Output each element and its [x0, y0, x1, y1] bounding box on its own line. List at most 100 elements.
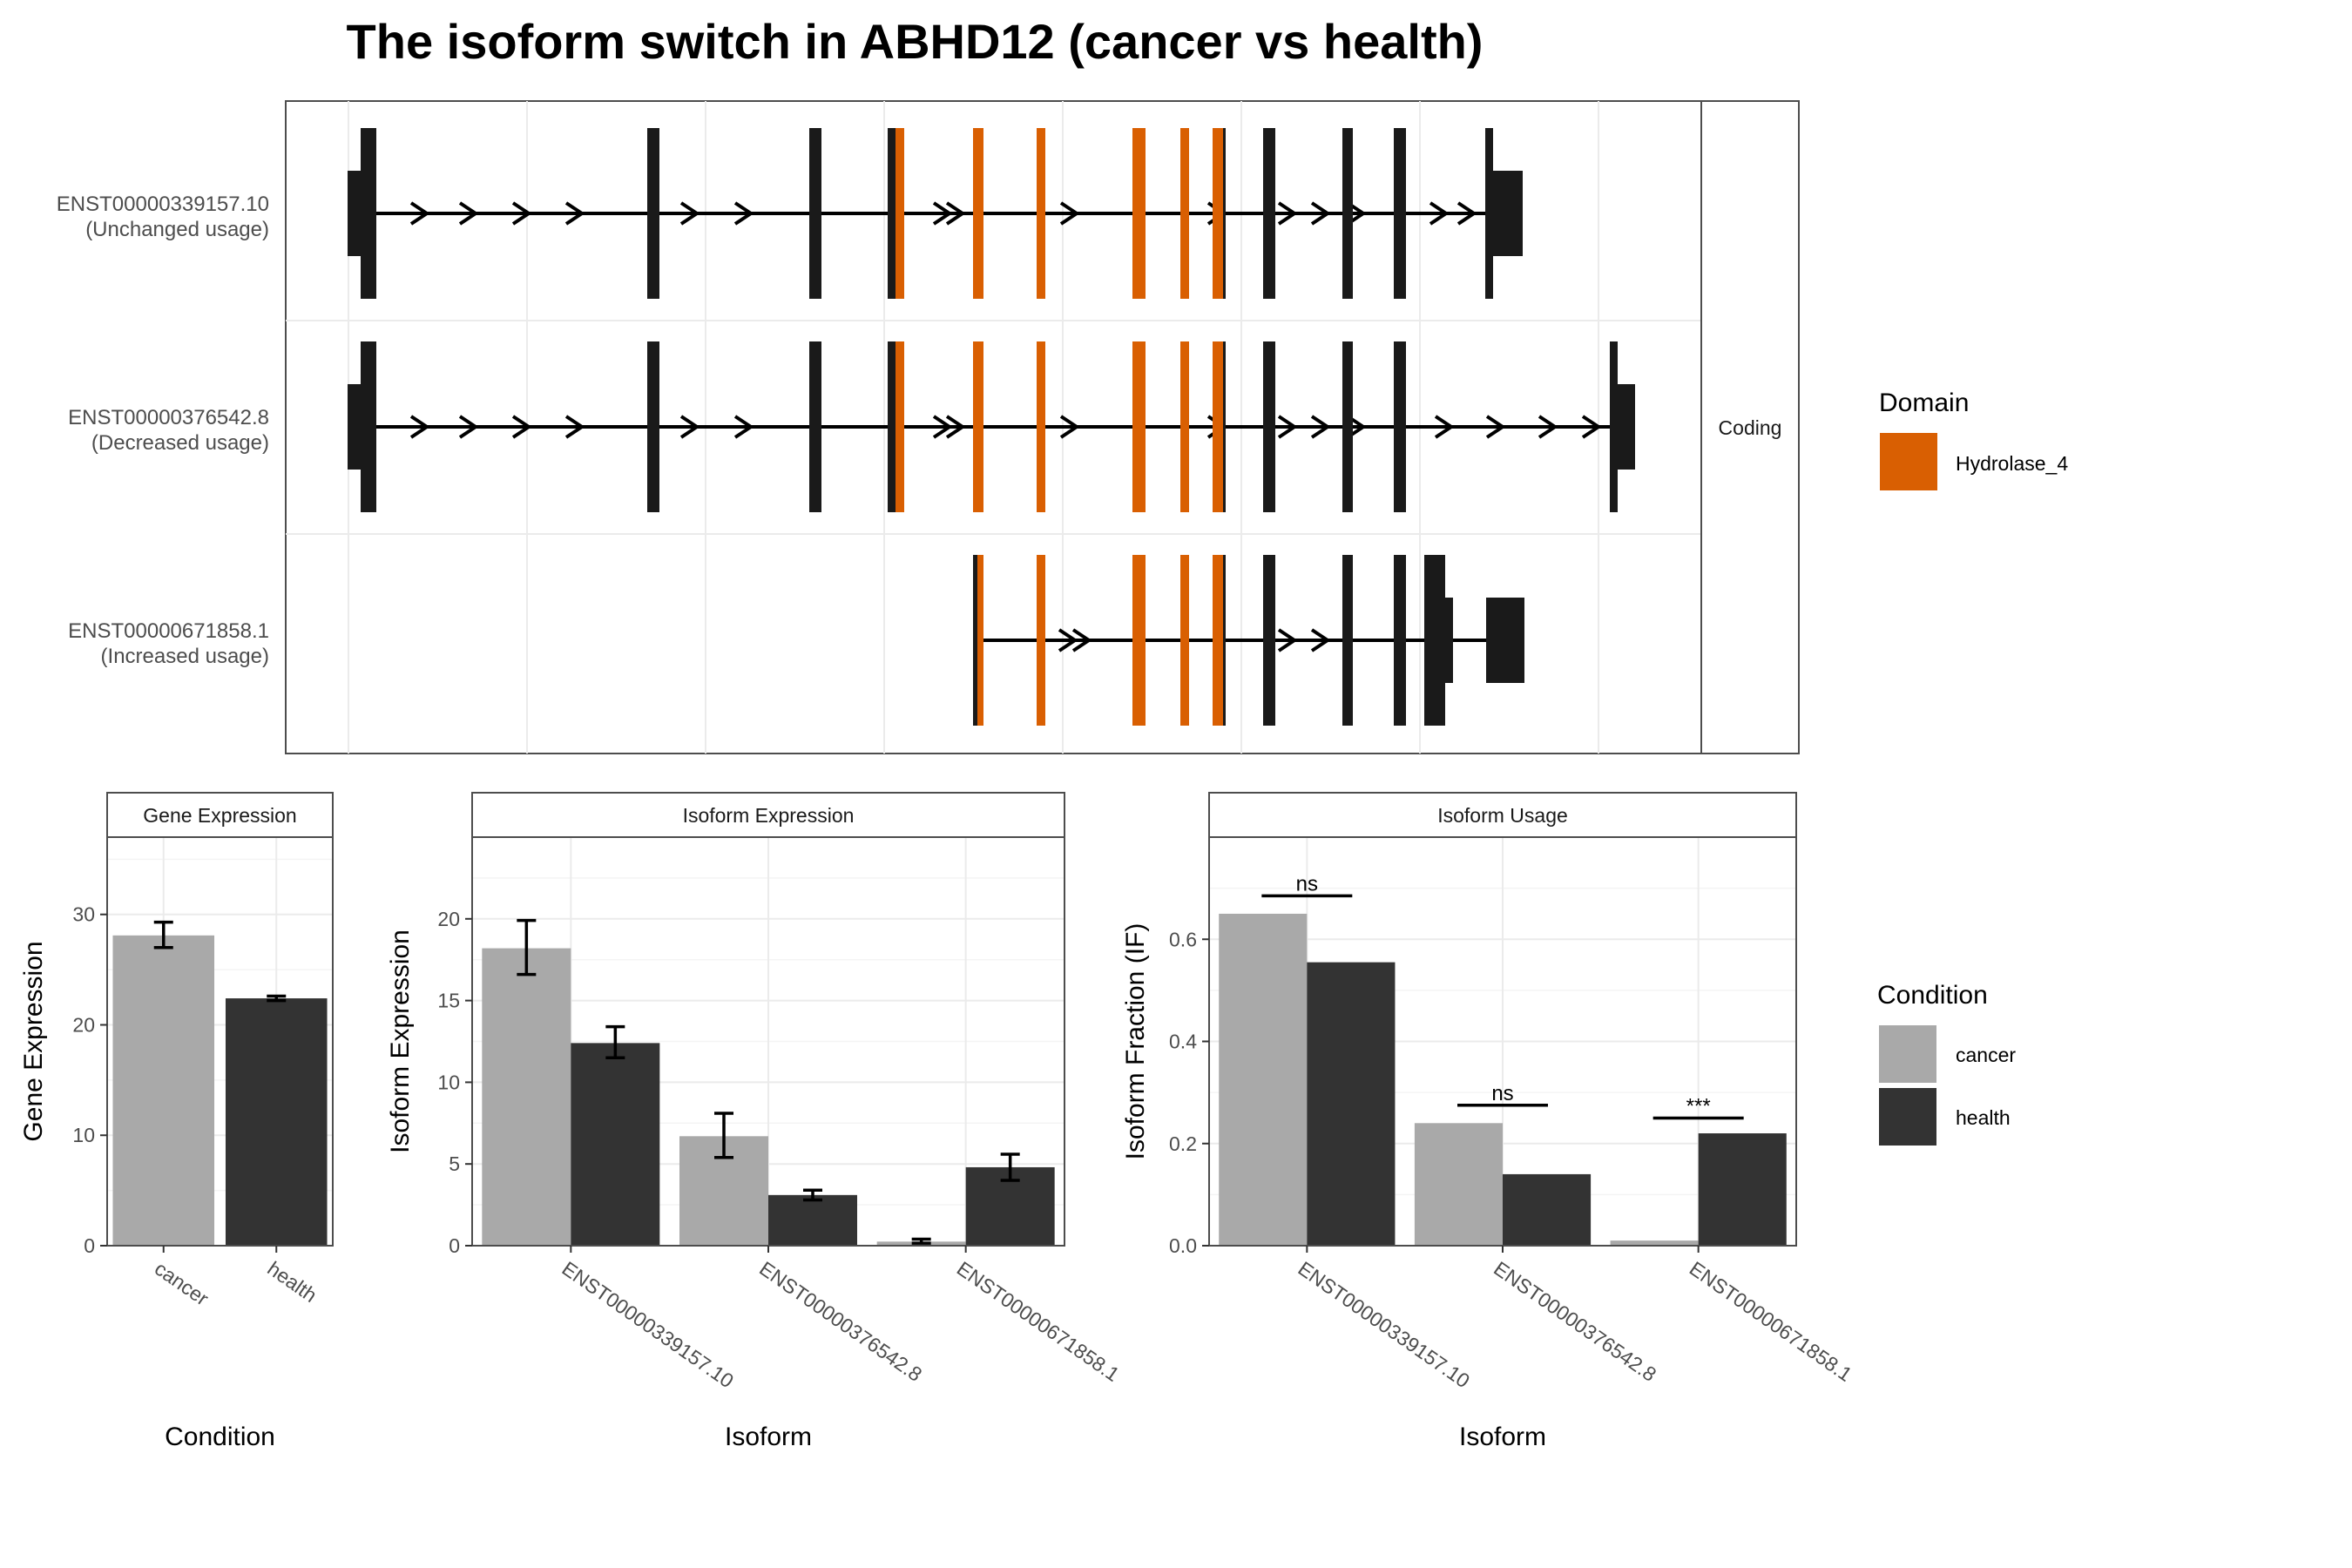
- domain-segment: [1037, 555, 1045, 726]
- utr-exon: [1486, 598, 1524, 683]
- intron-arrow: [932, 201, 953, 226]
- x-axis-title: Isoform: [725, 1423, 812, 1451]
- expression-panels: Gene Expression 0 10 20 30 cancer health Condit…: [19, 792, 1856, 1451]
- intron-arrow: [1310, 415, 1331, 439]
- coding-exon: [1394, 341, 1406, 512]
- intron-arrow: [679, 415, 700, 439]
- domain-segment: [973, 341, 983, 512]
- coding-exon: [1342, 341, 1353, 512]
- x-tick-label: cancer: [151, 1257, 213, 1310]
- chart-panel-1: Gene Expression 0 10 20 30 cancer health Condit…: [19, 792, 334, 1451]
- chart-panel-3: Isoform Usage ns ns *** 0.0 0.2 0.4 0.6 ENST0000…: [1121, 792, 1856, 1451]
- condition-legend-swatch: [1879, 1025, 1936, 1083]
- panel-strip-label: Isoform Usage: [1437, 804, 1568, 827]
- x-tick-label: ENST00000376542.8: [755, 1257, 926, 1386]
- utr-exon: [1493, 171, 1523, 256]
- coding-exon: [809, 341, 821, 512]
- isoform-label-usage: (Unchanged usage): [85, 218, 269, 241]
- y-tick-label: 0.2: [1169, 1132, 1197, 1155]
- utr-exon: [348, 384, 361, 470]
- coding-exon: [361, 128, 376, 299]
- chart-panel-2: Isoform Expression 0 5 10 15 20 ENST0000033915…: [386, 792, 1124, 1451]
- isoform-label-usage: (Increased usage): [101, 645, 269, 668]
- legends: Domain Hydrolase_4 Condition cancer health: [1877, 389, 2068, 1146]
- intron-arrow: [1434, 415, 1455, 439]
- coding-exon: [1394, 555, 1406, 726]
- coding-exon: [809, 128, 821, 299]
- bar: [1414, 1123, 1503, 1246]
- isoform-label-id: ENST00000339157.10: [57, 193, 269, 216]
- bar: [225, 998, 328, 1246]
- x-tick-label: ENST00000671858.1: [953, 1257, 1124, 1386]
- domain-segment: [896, 341, 904, 512]
- bar: [1698, 1133, 1787, 1246]
- domain-legend-label: Hydrolase_4: [1956, 452, 2068, 475]
- intron-arrow: [458, 201, 479, 226]
- intron-arrow: [1538, 415, 1558, 439]
- y-tick-label: 20: [437, 908, 460, 930]
- coding-exon: [1394, 128, 1406, 299]
- isoform-label-id: ENST00000376542.8: [68, 406, 269, 429]
- bar: [1503, 1173, 1592, 1246]
- bar: [1610, 1240, 1699, 1246]
- intron-arrow: [1456, 201, 1477, 226]
- coding-exon: [1610, 341, 1618, 512]
- intron-arrow: [409, 201, 430, 226]
- significance-label: ns: [1491, 1082, 1513, 1105]
- isoform-row-ENST00000671858.1: [973, 555, 1524, 726]
- coding-exon: [647, 128, 659, 299]
- domain-segment: [1132, 555, 1146, 726]
- intron-arrow: [733, 201, 754, 226]
- intron-arrow: [1310, 201, 1331, 226]
- intron-arrow: [1058, 628, 1078, 652]
- intron-arrow: [1581, 415, 1602, 439]
- condition-legend-swatch: [1879, 1088, 1936, 1146]
- intron-arrow: [1277, 201, 1298, 226]
- x-tick-label: ENST00000339157.10: [558, 1257, 738, 1393]
- isoform-row-ENST00000339157.10: [348, 128, 1523, 299]
- intron-arrow: [945, 201, 966, 226]
- condition-legend-title: Condition: [1877, 981, 1988, 1010]
- significance-label: ns: [1296, 872, 1318, 896]
- structure-strip-label: Coding: [1719, 416, 1782, 439]
- intron-arrow: [1059, 415, 1080, 439]
- domain-segment: [1037, 341, 1045, 512]
- intron-arrow: [564, 201, 585, 226]
- x-axis-title: Isoform: [1459, 1423, 1546, 1451]
- y-tick-label: 30: [72, 903, 95, 926]
- coding-exon: [1424, 555, 1445, 726]
- domain-segment: [896, 128, 904, 299]
- intron-arrow: [1310, 628, 1331, 652]
- isoform-row-ENST00000376542.8: [348, 341, 1635, 512]
- domain-segment: [1213, 128, 1223, 299]
- coding-exon: [1263, 128, 1275, 299]
- y-axis-title: Gene Expression: [19, 941, 48, 1141]
- intron-arrow: [1277, 415, 1298, 439]
- bar: [1307, 962, 1396, 1246]
- intron-arrow: [733, 415, 754, 439]
- isoform-structure-panel: Coding ENST00000339157.10(Unchanged usage…: [57, 100, 1800, 754]
- intron-arrow: [409, 415, 430, 439]
- coding-exon: [1342, 555, 1353, 726]
- domain-segment: [1213, 341, 1223, 512]
- domain-segment: [1180, 555, 1189, 726]
- y-tick-label: 10: [437, 1071, 460, 1093]
- intron-arrow: [932, 415, 953, 439]
- coding-exon: [1485, 128, 1493, 299]
- domain-segment: [1180, 128, 1189, 299]
- domain-segment: [1037, 128, 1045, 299]
- domain-legend-swatch: [1880, 433, 1937, 490]
- isoform-label-id: ENST00000671858.1: [68, 619, 269, 643]
- x-axis-title: Condition: [165, 1423, 275, 1451]
- isoform-label-usage: (Decreased usage): [91, 431, 269, 455]
- bar: [571, 1043, 660, 1246]
- bar: [1219, 913, 1308, 1246]
- utr-exon: [1445, 598, 1453, 683]
- y-tick-label: 5: [449, 1152, 460, 1175]
- structure-strip: [1700, 100, 1800, 754]
- y-axis-title: Isoform Expression: [386, 929, 415, 1153]
- coding-exon: [1263, 341, 1275, 512]
- intron-arrow: [945, 415, 966, 439]
- x-tick-label: ENST00000339157.10: [1294, 1257, 1474, 1393]
